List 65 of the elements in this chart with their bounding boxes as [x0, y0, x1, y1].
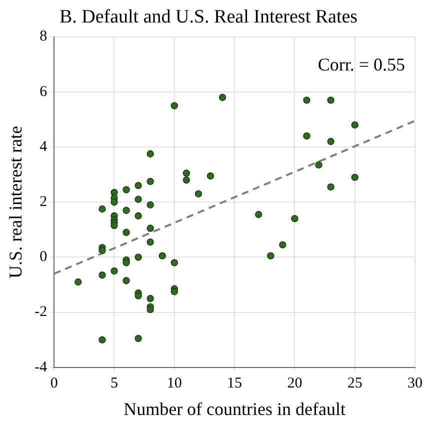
x-tick-label: 20 [287, 375, 302, 392]
y-tick-label: 2 [40, 194, 48, 210]
point [134, 254, 142, 261]
x-axis-title: Number of countries in default [124, 398, 346, 419]
point [315, 161, 322, 169]
point [327, 138, 334, 146]
chart-title: B. Default and U.S. Real Interest Rates [59, 6, 358, 28]
y-axis-title: U.S. real interest rate [6, 126, 26, 278]
point [351, 174, 358, 181]
x-tick-label: 15 [227, 375, 242, 392]
point [170, 102, 178, 110]
x-tick-label: 30 [408, 375, 422, 392]
point [134, 292, 142, 300]
point [291, 215, 298, 222]
point [327, 183, 334, 191]
x-tick-label: 25 [347, 375, 362, 392]
point [267, 252, 274, 260]
point [134, 182, 142, 190]
y-tick-label: 4 [40, 138, 48, 155]
point [351, 121, 358, 129]
point [134, 334, 142, 342]
point [170, 259, 178, 266]
point [122, 186, 130, 194]
x-tick-label: 5 [110, 375, 118, 392]
annotation: Corr. = 0.55 [318, 54, 405, 75]
point [146, 201, 154, 208]
point [303, 132, 310, 140]
point [98, 205, 106, 213]
point [122, 206, 130, 214]
point [206, 172, 214, 180]
point [110, 198, 118, 206]
point [146, 238, 154, 246]
x-tick-label: 0 [50, 375, 58, 392]
point [194, 190, 202, 198]
y-tick-label: 0 [40, 249, 48, 266]
point [182, 170, 190, 177]
point [170, 288, 178, 296]
x-tick-label: 10 [166, 375, 182, 392]
point [303, 96, 310, 104]
y-tick-label: -4 [34, 359, 48, 376]
point [110, 267, 118, 275]
point [134, 212, 142, 220]
point [255, 210, 262, 218]
point [74, 278, 82, 286]
y-tick-label: 8 [40, 28, 48, 45]
point [98, 336, 106, 344]
point [98, 272, 106, 279]
point [279, 241, 286, 248]
point [158, 252, 166, 260]
point [182, 176, 190, 184]
point [327, 96, 334, 104]
point [218, 94, 226, 102]
y-tick-label: 6 [40, 84, 48, 100]
point [110, 222, 118, 230]
point [98, 246, 106, 254]
point [146, 224, 154, 232]
point [146, 306, 154, 314]
point [146, 294, 154, 302]
point [146, 150, 154, 158]
point [146, 178, 154, 186]
point [122, 259, 130, 266]
point [134, 196, 142, 203]
point [122, 277, 130, 284]
point [122, 228, 130, 236]
y-tick-label: -2 [34, 304, 48, 320]
